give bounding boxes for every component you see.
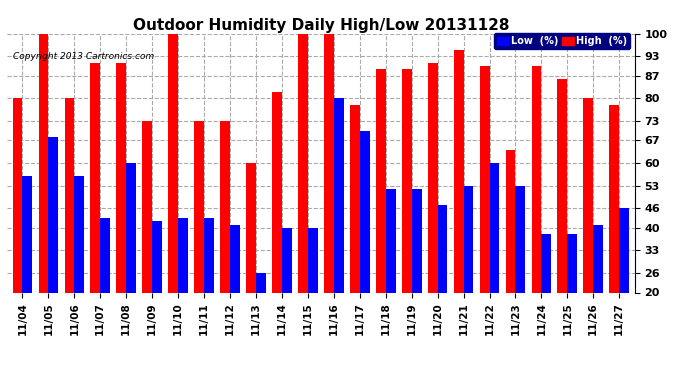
Bar bbox=[142, 121, 152, 292]
Bar bbox=[246, 163, 256, 292]
Text: Copyright 2013 Cartronics.com: Copyright 2013 Cartronics.com bbox=[13, 52, 155, 61]
Bar bbox=[90, 63, 100, 292]
Bar bbox=[558, 79, 567, 292]
Bar bbox=[168, 34, 178, 292]
Bar bbox=[531, 66, 542, 292]
Bar bbox=[464, 186, 473, 292]
Bar bbox=[350, 105, 359, 292]
Bar bbox=[428, 63, 437, 292]
Bar bbox=[609, 105, 619, 292]
Bar bbox=[308, 228, 317, 292]
Bar bbox=[23, 176, 32, 292]
Bar bbox=[272, 92, 282, 292]
Bar bbox=[542, 234, 551, 292]
Bar bbox=[48, 137, 58, 292]
Bar bbox=[567, 234, 578, 292]
Bar bbox=[178, 218, 188, 292]
Bar bbox=[386, 189, 395, 292]
Bar bbox=[64, 99, 75, 292]
Bar bbox=[117, 63, 126, 292]
Bar bbox=[334, 99, 344, 292]
Bar bbox=[100, 218, 110, 292]
Bar bbox=[402, 69, 412, 292]
Bar bbox=[298, 34, 308, 292]
Bar bbox=[204, 218, 214, 292]
Bar bbox=[480, 66, 489, 292]
Bar bbox=[75, 176, 84, 292]
Bar bbox=[619, 209, 629, 292]
Bar bbox=[230, 225, 240, 292]
Bar bbox=[194, 121, 204, 292]
Bar bbox=[412, 189, 422, 292]
Bar bbox=[376, 69, 386, 292]
Bar bbox=[39, 34, 48, 292]
Bar bbox=[282, 228, 292, 292]
Title: Outdoor Humidity Daily High/Low 20131128: Outdoor Humidity Daily High/Low 20131128 bbox=[132, 18, 509, 33]
Bar bbox=[152, 221, 162, 292]
Bar bbox=[515, 186, 525, 292]
Bar bbox=[12, 99, 23, 292]
Bar bbox=[324, 34, 334, 292]
Bar bbox=[593, 225, 603, 292]
Bar bbox=[359, 131, 370, 292]
Bar bbox=[437, 205, 448, 292]
Bar bbox=[584, 99, 593, 292]
Bar bbox=[506, 150, 515, 292]
Bar bbox=[220, 121, 230, 292]
Bar bbox=[126, 163, 136, 292]
Legend: Low  (%), High  (%): Low (%), High (%) bbox=[495, 33, 630, 49]
Bar bbox=[256, 273, 266, 292]
Bar bbox=[454, 50, 464, 292]
Bar bbox=[489, 163, 500, 292]
